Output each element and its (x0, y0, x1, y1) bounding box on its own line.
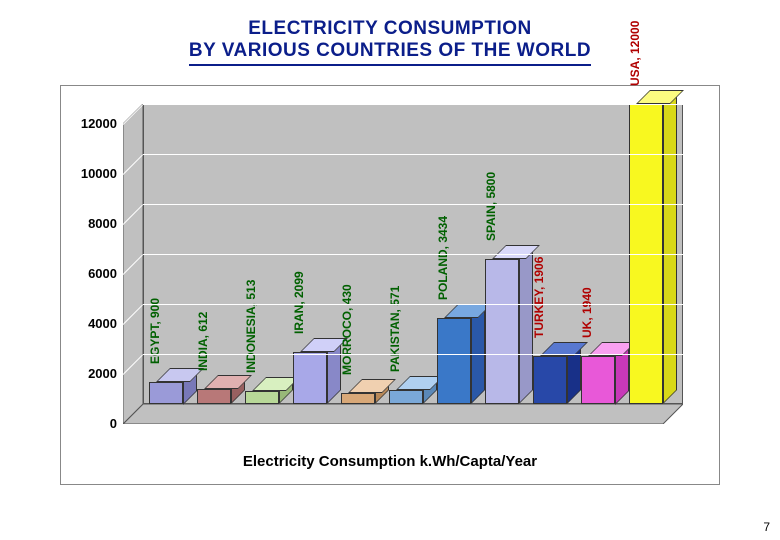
bar-data-label: PAKISTAN, 571 (388, 285, 402, 371)
gridline (143, 154, 683, 155)
bar-data-label: MORROCO, 430 (340, 285, 354, 376)
title-line-1: ELECTRICITY CONSUMPTION (0, 18, 780, 40)
bar-front (533, 356, 567, 404)
bar-data-label: POLAND, 3434 (436, 216, 450, 300)
bar-data-label: SPAIN, 5800 (484, 172, 498, 241)
bar-indonesia: INDONESIA, 513 (245, 377, 293, 404)
bar-morroco: MORROCO, 430 (341, 379, 389, 404)
bar-data-label: IRAN, 2099 (292, 271, 306, 334)
bar-side (519, 245, 533, 404)
y-tick-label: 4000 (67, 316, 117, 331)
bar-front (389, 390, 423, 404)
slide-title: ELECTRICITY CONSUMPTION BY VARIOUS COUNT… (0, 0, 780, 68)
page-number: 7 (763, 520, 770, 534)
bar-front (485, 259, 519, 404)
y-tick-label: 8000 (67, 216, 117, 231)
bar-data-label: USA, 12000 (628, 21, 642, 86)
gridline (143, 104, 683, 105)
y-tick-label: 6000 (67, 266, 117, 281)
chart-container: EGYPT, 900INDIA, 612INDONESIA, 513IRAN, … (60, 85, 720, 485)
bar-usa: USA, 12000 (629, 90, 677, 404)
gridline (143, 254, 683, 255)
gridline (143, 354, 683, 355)
y-tick-label: 2000 (67, 366, 117, 381)
y-tick-label: 0 (67, 416, 117, 431)
plot-area: EGYPT, 900INDIA, 612INDONESIA, 513IRAN, … (123, 104, 683, 424)
bar-egypt: EGYPT, 900 (149, 368, 197, 405)
bar-data-label: TURKEY, 1906 (532, 257, 546, 338)
bar-india: INDIA, 612 (197, 375, 245, 404)
bar-front (245, 391, 279, 404)
bar-data-label: UK, 1940 (580, 287, 594, 338)
bar-uk: UK, 1940 (581, 342, 629, 405)
bar-front (197, 389, 231, 404)
bar-turkey: TURKEY, 1906 (533, 342, 581, 404)
bar-front (293, 352, 327, 404)
bar-front (341, 393, 375, 404)
bar-side (663, 90, 677, 404)
bar-data-label: INDIA, 612 (196, 311, 210, 370)
title-line-2: BY VARIOUS COUNTRIES OF THE WORLD (189, 40, 591, 66)
gridline (143, 204, 683, 205)
x-axis-label: Electricity Consumption k.Wh/Capta/Year (61, 453, 719, 470)
y-tick-label: 10000 (67, 166, 117, 181)
bar-front (581, 356, 615, 405)
bar-spain: SPAIN, 5800 (485, 245, 533, 404)
bar-pakistan: PAKISTAN, 571 (389, 376, 437, 404)
bar-data-label: INDONESIA, 513 (244, 280, 258, 373)
y-tick-label: 12000 (67, 116, 117, 131)
bar-iran: IRAN, 2099 (293, 338, 341, 404)
bar-front (149, 382, 183, 405)
gridline (143, 304, 683, 305)
bar-front (437, 318, 471, 404)
